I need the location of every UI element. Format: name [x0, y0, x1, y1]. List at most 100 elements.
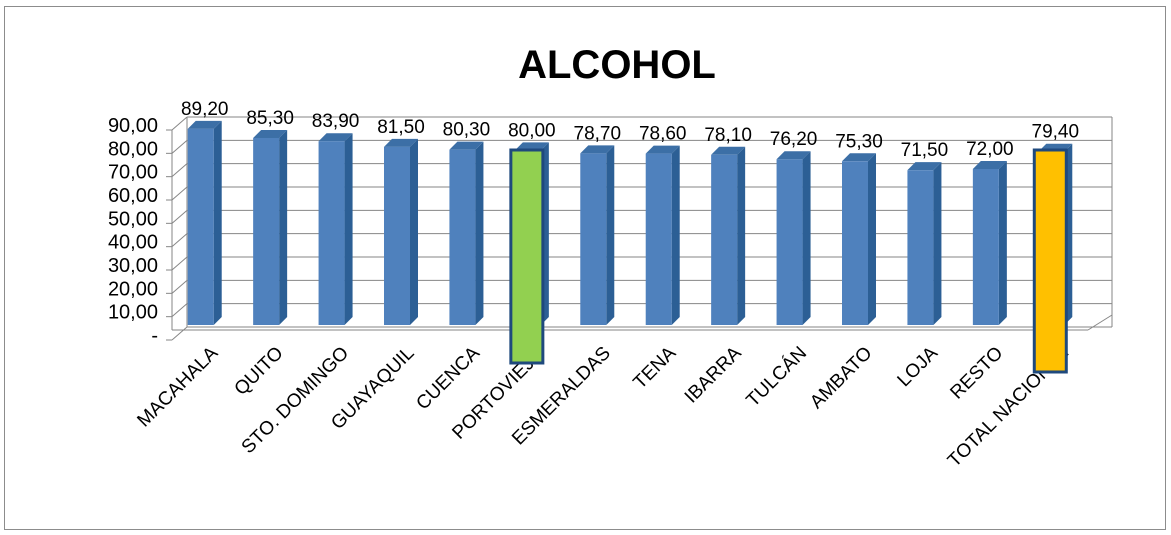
- gridline-side: [171, 303, 188, 318]
- bar: [187, 120, 222, 325]
- data-label: 71,50: [901, 140, 949, 161]
- bar-front: [318, 141, 345, 325]
- bar-top: [449, 141, 484, 150]
- bar: [318, 133, 353, 325]
- bar-top: [711, 146, 746, 155]
- x-tick-label: RESTO: [947, 343, 1008, 404]
- chart-title: ALCOHOL: [518, 43, 716, 87]
- gridline-side: [171, 279, 188, 294]
- bar-side: [802, 151, 811, 325]
- y-tick-label: 20,00: [108, 278, 158, 300]
- bar-side: [671, 145, 680, 325]
- highlight-portoviejo: [509, 148, 545, 365]
- data-label: 85,30: [246, 108, 294, 129]
- data-label: 76,20: [770, 129, 818, 150]
- bar-top: [187, 120, 222, 129]
- bar-front: [907, 170, 934, 325]
- y-tick-label: -: [151, 325, 158, 347]
- bar: [972, 161, 1007, 325]
- bar: [384, 138, 418, 325]
- bar-top: [842, 153, 876, 162]
- bar-top: [318, 133, 353, 142]
- bar-side: [737, 146, 746, 325]
- data-label: 79,40: [1032, 122, 1080, 143]
- data-label: 80,00: [508, 120, 556, 141]
- bar-front: [645, 153, 672, 325]
- bar: [842, 153, 876, 325]
- bar-top: [776, 151, 811, 160]
- y-tick-label: 90,00: [108, 115, 158, 137]
- bar: [449, 141, 484, 325]
- bar-side: [213, 120, 222, 325]
- bar-side: [606, 145, 615, 325]
- bar-side: [344, 133, 353, 325]
- y-tick-label: 30,00: [108, 255, 158, 277]
- bar-top: [907, 162, 942, 171]
- bar-front: [776, 159, 803, 325]
- bar-side: [410, 138, 418, 325]
- highlight-markers: [509, 148, 1068, 374]
- y-tick-label: 60,00: [108, 185, 158, 207]
- highlight-total-nacional: [1032, 148, 1068, 374]
- bar-top: [972, 161, 1007, 169]
- data-label: 83,90: [312, 111, 360, 132]
- bar-front: [449, 149, 476, 325]
- data-labels: 89,20 85,30 83,90 81,50 80,30 80,00 78,70 78,60…: [181, 99, 1079, 161]
- bar-side: [868, 153, 876, 325]
- x-tick-label: QUITO: [231, 343, 288, 400]
- data-label: 81,50: [377, 117, 425, 138]
- gridline-side: [171, 233, 188, 248]
- bar-front: [253, 137, 280, 325]
- bar-side: [933, 162, 942, 325]
- gridline-side: [171, 209, 188, 224]
- floor-right-edge: [1087, 314, 1113, 331]
- x-tick-label: AMBATO: [806, 343, 876, 413]
- bar-top: [253, 129, 288, 138]
- bar: [907, 162, 942, 325]
- bar-side: [998, 161, 1007, 325]
- gridline-side: [171, 256, 188, 271]
- data-label: 78,10: [704, 125, 752, 146]
- y-tick-label: 50,00: [108, 208, 158, 230]
- y-tick-label: 80,00: [108, 138, 158, 160]
- bar: [645, 145, 680, 325]
- data-label: 72,00: [966, 139, 1014, 160]
- bar-front: [711, 154, 738, 325]
- gridline-side: [171, 116, 188, 131]
- y-tick-label: 10,00: [108, 302, 158, 324]
- y-axis: -10,0020,0030,0040,0050,0060,0070,0080,0…: [108, 115, 173, 347]
- bar-front: [842, 161, 868, 325]
- bar-front: [384, 146, 410, 325]
- y-tick-label: 70,00: [108, 162, 158, 184]
- y-tick-label: 40,00: [108, 232, 158, 254]
- bar-top: [384, 138, 418, 147]
- bar: [776, 151, 811, 325]
- gridline-side: [171, 139, 188, 154]
- data-label: 80,30: [443, 120, 491, 141]
- x-tick-label: TENA: [630, 342, 681, 393]
- bar-top: [645, 145, 680, 154]
- data-label: 75,30: [835, 131, 883, 152]
- bar-top: [514, 142, 549, 151]
- data-label: 78,70: [574, 123, 622, 144]
- x-tick-label: IBARRA: [681, 342, 746, 407]
- bar-side: [279, 129, 288, 325]
- bar-front: [972, 169, 999, 325]
- gridline-side: [171, 186, 188, 201]
- bar: [711, 146, 746, 325]
- x-tick-label: LOJA: [894, 342, 943, 391]
- x-tick-label: TULCÁN: [743, 343, 812, 412]
- data-label: 89,20: [181, 99, 229, 120]
- gridline-side: [171, 326, 188, 341]
- bar: [253, 129, 288, 325]
- bar-front: [580, 153, 607, 325]
- bar-top: [580, 145, 615, 154]
- bar-front: [187, 128, 214, 325]
- data-label: 78,60: [639, 124, 687, 145]
- gridline-side: [171, 163, 188, 178]
- bar-side: [475, 141, 484, 325]
- bar: [580, 145, 615, 325]
- x-tick-label: MACAHALA: [133, 342, 222, 431]
